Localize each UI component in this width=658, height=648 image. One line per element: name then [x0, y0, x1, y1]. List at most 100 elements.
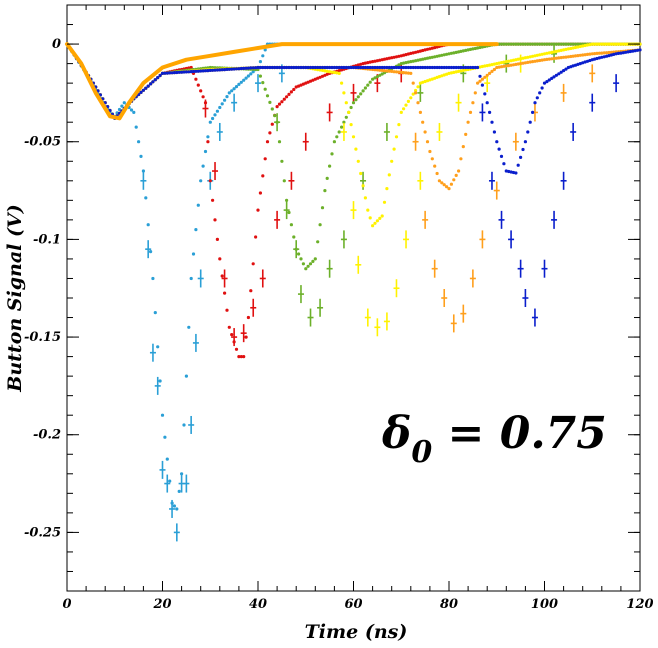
data-point [265, 140, 270, 144]
data-point [602, 55, 606, 59]
data-point [287, 210, 291, 215]
data-point [139, 90, 143, 94]
data-point [538, 42, 542, 46]
data-point [299, 257, 303, 261]
data-point [476, 46, 480, 50]
data-point [234, 67, 239, 71]
data-point [244, 66, 248, 70]
data-point [418, 110, 422, 114]
data-point [287, 92, 291, 96]
data-point [289, 223, 293, 227]
data-point [621, 42, 625, 46]
data-point [301, 65, 305, 70]
data-point [340, 65, 344, 70]
data-point [232, 67, 236, 71]
y-tick-label: -0.15 [24, 330, 61, 345]
data-point [425, 79, 430, 83]
data-point [196, 83, 200, 87]
data-point [511, 42, 516, 46]
data-point [306, 264, 310, 268]
data-point [445, 52, 449, 56]
data-point [196, 69, 200, 73]
data-point [318, 68, 322, 72]
data-point [402, 61, 406, 65]
data-point [375, 75, 379, 79]
data-point [316, 65, 320, 70]
data-point [261, 54, 265, 58]
data-point [437, 65, 441, 70]
data-point [258, 60, 262, 64]
data-point [301, 82, 305, 86]
data-point [624, 50, 628, 54]
data-point [416, 58, 420, 62]
data-point [428, 47, 432, 51]
data-point [208, 120, 212, 124]
data-point [483, 92, 487, 96]
data-point [277, 102, 282, 106]
data-point [254, 66, 258, 70]
data-point [387, 173, 391, 177]
data-point [163, 71, 167, 75]
data-point [187, 325, 191, 329]
data-point [430, 65, 434, 70]
data-point [492, 67, 496, 72]
data-point [454, 173, 458, 177]
data-point [468, 110, 473, 114]
data-point [600, 42, 604, 46]
data-point [223, 291, 227, 295]
data-point [194, 228, 198, 232]
data-point [507, 64, 511, 68]
data-point [554, 49, 559, 54]
data-point [485, 64, 489, 68]
data-point [545, 42, 549, 46]
data-point [180, 70, 184, 74]
data-point [122, 101, 126, 105]
data-point [440, 181, 444, 185]
data-point [593, 57, 597, 61]
data-point [409, 71, 413, 75]
data-point [552, 50, 556, 54]
data-point [184, 70, 188, 74]
data-point [394, 65, 399, 70]
data-point [490, 63, 494, 67]
data-point [471, 65, 475, 70]
data-point [297, 65, 301, 70]
data-point [523, 56, 528, 60]
data-point [392, 65, 396, 70]
data-point [182, 423, 186, 427]
data-point [318, 75, 322, 79]
data-point [519, 42, 523, 46]
data-point [292, 87, 296, 92]
y-axis-title: Button Signal (V) [4, 204, 26, 392]
data-point [289, 90, 293, 94]
data-point [492, 130, 496, 134]
data-point [478, 79, 482, 83]
data-point [552, 56, 556, 61]
data-point [306, 80, 310, 84]
data-point [320, 74, 325, 78]
data-point [433, 65, 437, 70]
data-point [507, 59, 511, 63]
data-point [203, 149, 208, 154]
data-point [340, 125, 344, 129]
data-point [516, 62, 520, 66]
data-point [206, 140, 210, 144]
data-point [605, 51, 609, 55]
data-point [535, 42, 539, 46]
data-point [311, 78, 315, 82]
data-point [258, 191, 262, 195]
data-point [337, 69, 341, 73]
data-point [542, 81, 547, 85]
data-point [559, 70, 563, 74]
data-point [256, 208, 260, 212]
data-point [528, 60, 532, 64]
data-point [306, 65, 310, 70]
data-point [177, 70, 181, 74]
data-point [151, 276, 155, 281]
data-point [175, 70, 179, 75]
data-point [418, 65, 422, 70]
data-point [607, 42, 611, 46]
data-point [373, 68, 377, 72]
data-point [406, 52, 410, 56]
data-point [218, 257, 222, 261]
